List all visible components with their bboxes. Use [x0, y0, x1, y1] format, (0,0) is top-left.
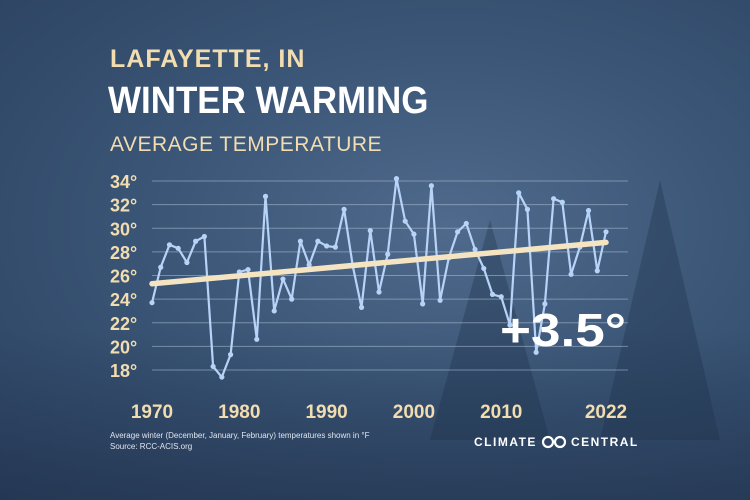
- y-tick-label: 26°: [110, 267, 137, 287]
- data-point: [358, 304, 365, 310]
- trend-line: [149, 239, 609, 287]
- logo-text-left: CLIMATE: [474, 435, 537, 449]
- background-tree: [600, 180, 720, 440]
- data-point: [402, 218, 408, 224]
- data-point: [341, 206, 347, 212]
- data-point: [332, 244, 338, 250]
- data-point: [568, 271, 574, 277]
- data-point: [262, 193, 269, 199]
- data-point: [498, 294, 504, 300]
- data-point: [315, 238, 321, 244]
- page-title: WINTER WARMING: [108, 80, 429, 122]
- data-point: [437, 297, 443, 303]
- data-point: [393, 176, 400, 182]
- data-point: [420, 301, 426, 307]
- data-point: [454, 229, 461, 235]
- data-point: [289, 296, 295, 302]
- data-point: [463, 220, 469, 227]
- data-point: [175, 245, 181, 251]
- y-tick-label: 32°: [110, 196, 137, 216]
- data-point: [271, 308, 277, 314]
- data-point: [201, 233, 207, 240]
- data-point: [489, 291, 496, 297]
- infinity-logo-icon: [541, 435, 567, 449]
- x-tick-label: 1990: [305, 402, 347, 423]
- data-point: [219, 374, 225, 380]
- data-point: [210, 363, 216, 370]
- data-point: [481, 265, 487, 272]
- data-point: [184, 259, 190, 266]
- data-point: [158, 264, 164, 270]
- y-tick-label: 30°: [110, 219, 137, 239]
- data-point: [280, 276, 286, 282]
- data-point: [149, 300, 155, 306]
- note-line-1: Average winter (December, January, Febru…: [110, 431, 370, 440]
- x-tick-label: 2010: [480, 402, 522, 423]
- data-point: [542, 301, 548, 307]
- background-haze: [0, 330, 750, 500]
- data-point: [227, 352, 234, 358]
- x-tick-label: 1970: [131, 402, 173, 423]
- trend-annotation: +3.5°: [500, 304, 626, 356]
- data-point: [603, 229, 609, 235]
- data-point: [428, 183, 434, 189]
- y-tick-label: 18°: [110, 361, 137, 381]
- data-point: [306, 262, 312, 268]
- data-point: [376, 289, 382, 295]
- data-point: [559, 199, 565, 205]
- data-point: [193, 238, 199, 244]
- x-tick-label: 1980: [218, 402, 260, 423]
- data-point: [533, 349, 539, 355]
- data-point: [245, 266, 251, 273]
- data-point: [297, 238, 304, 244]
- data-point: [166, 242, 173, 248]
- note-line-2: Source: RCC-ACIS.org: [110, 442, 193, 451]
- x-tick-label: 2022: [585, 402, 627, 423]
- data-point: [254, 336, 260, 342]
- chart-subtitle: AVERAGE TEMPERATURE: [110, 133, 383, 156]
- data-point: [411, 231, 417, 237]
- y-tick-label: 24°: [110, 290, 137, 310]
- data-point: [472, 246, 478, 253]
- data-point: [524, 206, 531, 212]
- location-label: LAFAYETTE, IN: [110, 45, 306, 73]
- y-tick-label: 28°: [110, 243, 137, 263]
- data-point: [551, 196, 557, 202]
- data-point: [507, 322, 513, 328]
- y-tick-label: 34°: [110, 172, 137, 192]
- climate-central-logo: CLIMATE CENTRAL: [474, 435, 639, 449]
- data-point: [516, 190, 522, 196]
- x-tick-label: 2000: [393, 402, 435, 423]
- logo-text-right: CENTRAL: [570, 435, 639, 449]
- y-tick-label: 20°: [110, 337, 137, 357]
- data-point: [385, 251, 391, 257]
- data-point: [594, 268, 600, 274]
- source-note: Average winter (December, January, Febru…: [110, 430, 369, 452]
- data-point: [367, 228, 373, 234]
- y-tick-label: 22°: [110, 314, 137, 334]
- data-point: [585, 207, 592, 214]
- data-point: [324, 243, 330, 249]
